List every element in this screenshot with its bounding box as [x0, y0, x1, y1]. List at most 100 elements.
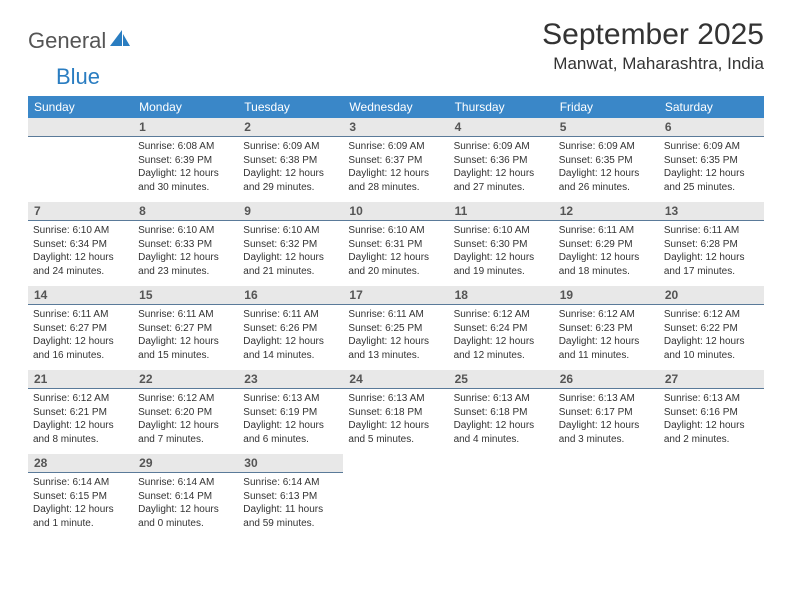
sunset-text: Sunset: 6:18 PM: [454, 406, 549, 420]
day-cell: [343, 454, 448, 538]
dow-cell: Sunday: [28, 96, 133, 118]
logo-text-blue: Blue: [56, 64, 100, 89]
day-cell: 4Sunrise: 6:09 AMSunset: 6:36 PMDaylight…: [449, 118, 554, 202]
day-number: 8: [133, 202, 238, 221]
sunrise-text: Sunrise: 6:12 AM: [559, 308, 654, 322]
sunrise-text: Sunrise: 6:11 AM: [243, 308, 338, 322]
sunset-text: Sunset: 6:30 PM: [454, 238, 549, 252]
sunrise-text: Sunrise: 6:10 AM: [243, 224, 338, 238]
week-row: 21Sunrise: 6:12 AMSunset: 6:21 PMDayligh…: [28, 370, 764, 454]
daylight-text: Daylight: 12 hours and 16 minutes.: [33, 335, 128, 362]
dow-cell: Thursday: [449, 96, 554, 118]
day-number: 30: [238, 454, 343, 473]
sunset-text: Sunset: 6:35 PM: [664, 154, 759, 168]
daylight-text: Daylight: 12 hours and 30 minutes.: [138, 167, 233, 194]
sunrise-text: Sunrise: 6:14 AM: [33, 476, 128, 490]
sunrise-text: Sunrise: 6:14 AM: [243, 476, 338, 490]
sunset-text: Sunset: 6:29 PM: [559, 238, 654, 252]
day-cell: 15Sunrise: 6:11 AMSunset: 6:27 PMDayligh…: [133, 286, 238, 370]
sunset-text: Sunset: 6:34 PM: [33, 238, 128, 252]
sunset-text: Sunset: 6:28 PM: [664, 238, 759, 252]
sunset-text: Sunset: 6:17 PM: [559, 406, 654, 420]
logo-text-general: General: [28, 28, 106, 54]
day-cell: 11Sunrise: 6:10 AMSunset: 6:30 PMDayligh…: [449, 202, 554, 286]
sunrise-text: Sunrise: 6:09 AM: [454, 140, 549, 154]
sunrise-text: Sunrise: 6:11 AM: [664, 224, 759, 238]
day-cell: 9Sunrise: 6:10 AMSunset: 6:32 PMDaylight…: [238, 202, 343, 286]
day-number: 3: [343, 118, 448, 137]
day-cell: 8Sunrise: 6:10 AMSunset: 6:33 PMDaylight…: [133, 202, 238, 286]
day-cell: 25Sunrise: 6:13 AMSunset: 6:18 PMDayligh…: [449, 370, 554, 454]
sunrise-text: Sunrise: 6:12 AM: [33, 392, 128, 406]
week-row: 28Sunrise: 6:14 AMSunset: 6:15 PMDayligh…: [28, 454, 764, 538]
day-cell: [554, 454, 659, 538]
day-body: Sunrise: 6:12 AMSunset: 6:22 PMDaylight:…: [659, 305, 764, 367]
sunrise-text: Sunrise: 6:10 AM: [348, 224, 443, 238]
day-cell: 22Sunrise: 6:12 AMSunset: 6:20 PMDayligh…: [133, 370, 238, 454]
day-cell: 14Sunrise: 6:11 AMSunset: 6:27 PMDayligh…: [28, 286, 133, 370]
day-number: 21: [28, 370, 133, 389]
day-number: 23: [238, 370, 343, 389]
daylight-text: Daylight: 12 hours and 23 minutes.: [138, 251, 233, 278]
day-cell: 24Sunrise: 6:13 AMSunset: 6:18 PMDayligh…: [343, 370, 448, 454]
daylight-text: Daylight: 12 hours and 12 minutes.: [454, 335, 549, 362]
day-number: [343, 454, 448, 472]
day-body: Sunrise: 6:13 AMSunset: 6:19 PMDaylight:…: [238, 389, 343, 451]
day-body: Sunrise: 6:10 AMSunset: 6:33 PMDaylight:…: [133, 221, 238, 283]
day-body: Sunrise: 6:09 AMSunset: 6:37 PMDaylight:…: [343, 137, 448, 199]
day-cell: 10Sunrise: 6:10 AMSunset: 6:31 PMDayligh…: [343, 202, 448, 286]
sunrise-text: Sunrise: 6:13 AM: [243, 392, 338, 406]
day-cell: 23Sunrise: 6:13 AMSunset: 6:19 PMDayligh…: [238, 370, 343, 454]
sunset-text: Sunset: 6:33 PM: [138, 238, 233, 252]
sunset-text: Sunset: 6:16 PM: [664, 406, 759, 420]
sunset-text: Sunset: 6:18 PM: [348, 406, 443, 420]
day-cell: [28, 118, 133, 202]
dow-cell: Friday: [554, 96, 659, 118]
calendar-page: General September 2025 Manwat, Maharasht…: [0, 0, 792, 548]
day-number: [28, 118, 133, 137]
sunrise-text: Sunrise: 6:09 AM: [348, 140, 443, 154]
logo-sail-icon: [110, 30, 130, 53]
day-body: Sunrise: 6:10 AMSunset: 6:30 PMDaylight:…: [449, 221, 554, 283]
day-body: Sunrise: 6:10 AMSunset: 6:34 PMDaylight:…: [28, 221, 133, 283]
day-cell: 28Sunrise: 6:14 AMSunset: 6:15 PMDayligh…: [28, 454, 133, 538]
sunset-text: Sunset: 6:27 PM: [33, 322, 128, 336]
dow-cell: Monday: [133, 96, 238, 118]
sunrise-text: Sunrise: 6:14 AM: [138, 476, 233, 490]
day-cell: 1Sunrise: 6:08 AMSunset: 6:39 PMDaylight…: [133, 118, 238, 202]
sunrise-text: Sunrise: 6:13 AM: [454, 392, 549, 406]
sunset-text: Sunset: 6:13 PM: [243, 490, 338, 504]
daylight-text: Daylight: 12 hours and 10 minutes.: [664, 335, 759, 362]
sunset-text: Sunset: 6:23 PM: [559, 322, 654, 336]
day-body: Sunrise: 6:13 AMSunset: 6:16 PMDaylight:…: [659, 389, 764, 451]
sunset-text: Sunset: 6:27 PM: [138, 322, 233, 336]
month-title: September 2025: [542, 18, 764, 52]
day-body: Sunrise: 6:12 AMSunset: 6:21 PMDaylight:…: [28, 389, 133, 451]
day-number: 28: [28, 454, 133, 473]
day-number: 14: [28, 286, 133, 305]
day-body: Sunrise: 6:14 AMSunset: 6:15 PMDaylight:…: [28, 473, 133, 535]
day-body: Sunrise: 6:13 AMSunset: 6:18 PMDaylight:…: [449, 389, 554, 451]
calendar-grid: SundayMondayTuesdayWednesdayThursdayFrid…: [28, 96, 764, 538]
day-body: Sunrise: 6:09 AMSunset: 6:38 PMDaylight:…: [238, 137, 343, 199]
daylight-text: Daylight: 12 hours and 14 minutes.: [243, 335, 338, 362]
day-cell: 16Sunrise: 6:11 AMSunset: 6:26 PMDayligh…: [238, 286, 343, 370]
sunrise-text: Sunrise: 6:09 AM: [664, 140, 759, 154]
day-number: 4: [449, 118, 554, 137]
day-number: 12: [554, 202, 659, 221]
daylight-text: Daylight: 12 hours and 11 minutes.: [559, 335, 654, 362]
sunset-text: Sunset: 6:14 PM: [138, 490, 233, 504]
day-number: 18: [449, 286, 554, 305]
sunrise-text: Sunrise: 6:13 AM: [348, 392, 443, 406]
sunrise-text: Sunrise: 6:10 AM: [33, 224, 128, 238]
day-body: Sunrise: 6:09 AMSunset: 6:35 PMDaylight:…: [659, 137, 764, 199]
daylight-text: Daylight: 12 hours and 8 minutes.: [33, 419, 128, 446]
sunset-text: Sunset: 6:26 PM: [243, 322, 338, 336]
day-body: Sunrise: 6:11 AMSunset: 6:28 PMDaylight:…: [659, 221, 764, 283]
day-body: Sunrise: 6:10 AMSunset: 6:31 PMDaylight:…: [343, 221, 448, 283]
daylight-text: Daylight: 12 hours and 26 minutes.: [559, 167, 654, 194]
daylight-text: Daylight: 11 hours and 59 minutes.: [243, 503, 338, 530]
daylight-text: Daylight: 12 hours and 2 minutes.: [664, 419, 759, 446]
day-body: Sunrise: 6:11 AMSunset: 6:26 PMDaylight:…: [238, 305, 343, 367]
daylight-text: Daylight: 12 hours and 20 minutes.: [348, 251, 443, 278]
